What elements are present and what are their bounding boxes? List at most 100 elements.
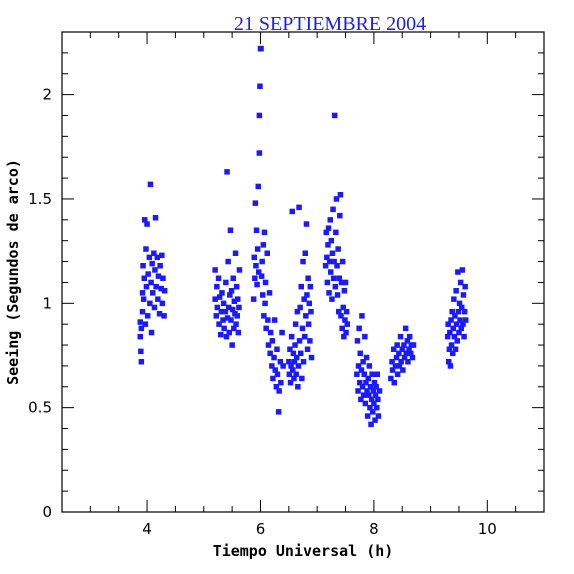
y-axis-ticks: 0 0.5 1 1.5 2 xyxy=(28,31,544,521)
data-point xyxy=(144,221,150,227)
data-point xyxy=(260,292,266,298)
data-point xyxy=(328,269,334,275)
data-point xyxy=(323,229,329,236)
data-point xyxy=(406,346,412,352)
data-point xyxy=(158,285,164,292)
data-point xyxy=(220,300,227,307)
data-point xyxy=(138,325,145,332)
data-point xyxy=(228,288,235,294)
data-point xyxy=(157,263,163,269)
data-point xyxy=(261,229,268,236)
data-point xyxy=(446,346,453,352)
data-point xyxy=(341,333,347,340)
data-point xyxy=(218,331,224,338)
data-point xyxy=(447,363,454,369)
data-point xyxy=(299,375,305,382)
data-point xyxy=(296,338,303,344)
data-point xyxy=(461,308,468,315)
data-point xyxy=(375,413,382,419)
data-point xyxy=(410,342,417,348)
data-point xyxy=(452,346,459,352)
data-point xyxy=(396,350,402,357)
data-point xyxy=(224,315,231,321)
data-point xyxy=(159,252,165,259)
data-point xyxy=(227,227,234,233)
data-point xyxy=(297,304,303,311)
data-point xyxy=(224,169,230,175)
data-point xyxy=(325,242,331,248)
data-point xyxy=(357,350,363,357)
data-point xyxy=(453,321,460,327)
data-point xyxy=(450,325,456,332)
data-point xyxy=(143,246,149,252)
data-point xyxy=(403,350,409,357)
data-point xyxy=(280,363,286,369)
data-point xyxy=(332,283,339,290)
data-point xyxy=(161,288,168,294)
data-point xyxy=(457,317,463,323)
data-point xyxy=(256,269,262,275)
data-point xyxy=(252,275,258,281)
data-point xyxy=(223,333,230,340)
data-point xyxy=(406,333,413,340)
data-point xyxy=(301,296,307,302)
data-point xyxy=(358,367,365,373)
data-point xyxy=(235,329,242,336)
data-point xyxy=(324,279,331,286)
data-point xyxy=(276,388,282,394)
data-point xyxy=(216,321,222,327)
data-point xyxy=(150,290,156,296)
data-point xyxy=(213,313,219,319)
data-point xyxy=(459,304,465,311)
data-point xyxy=(277,359,284,365)
data-point xyxy=(266,290,273,296)
data-point xyxy=(447,329,453,336)
data-point xyxy=(305,321,312,327)
data-point xyxy=(141,275,147,281)
data-point xyxy=(308,308,314,315)
data-point xyxy=(405,359,411,365)
y-tick-label: 1 xyxy=(42,294,52,312)
data-point xyxy=(292,321,299,327)
data-point xyxy=(394,342,400,348)
data-point xyxy=(338,313,344,319)
data-point xyxy=(461,333,467,340)
data-point xyxy=(362,333,368,340)
data-point xyxy=(152,267,158,273)
data-point xyxy=(330,275,337,281)
data-point xyxy=(253,263,259,269)
data-point xyxy=(391,379,397,386)
data-point xyxy=(219,290,225,296)
plot-frame xyxy=(61,31,545,513)
data-point xyxy=(286,371,293,377)
data-point xyxy=(341,288,348,294)
data-point xyxy=(250,296,257,302)
x-tick-label: 6 xyxy=(256,520,266,538)
data-point xyxy=(278,379,284,386)
data-point xyxy=(274,346,280,352)
data-point xyxy=(288,333,295,340)
data-point xyxy=(306,300,312,307)
plot-border xyxy=(61,31,545,513)
data-point xyxy=(262,279,269,286)
data-point xyxy=(451,333,458,340)
data-point xyxy=(343,308,350,315)
data-point xyxy=(455,308,462,315)
data-point xyxy=(404,338,411,344)
data-point xyxy=(294,354,300,361)
data-point xyxy=(149,260,155,267)
data-point xyxy=(357,379,363,386)
data-point xyxy=(140,296,147,302)
data-point xyxy=(401,342,407,348)
data-point xyxy=(359,313,365,319)
data-point xyxy=(296,204,302,211)
data-point xyxy=(326,258,333,265)
data-point xyxy=(260,242,267,248)
data-point xyxy=(263,325,269,332)
data-point xyxy=(389,359,395,365)
data-point xyxy=(258,45,264,52)
data-point xyxy=(397,333,404,340)
data-point xyxy=(340,304,346,311)
data-point xyxy=(287,346,293,352)
data-point xyxy=(396,363,403,369)
